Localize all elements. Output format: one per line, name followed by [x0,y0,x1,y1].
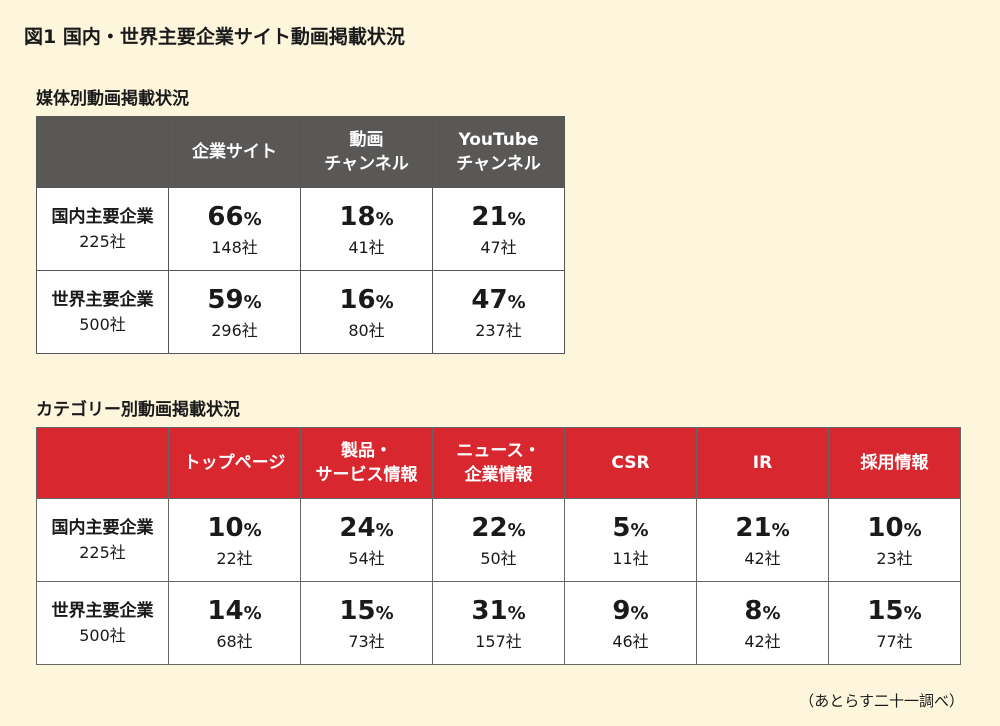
percent-unit: % [375,519,394,541]
company-count: 42社 [744,548,781,568]
percent-value: 10 [207,512,244,543]
percent-unit: % [630,519,649,541]
data-cell: 66% 148社 [168,187,301,271]
data-cell: 8% 42社 [696,581,829,665]
percent-unit: % [375,291,394,313]
company-count: 11社 [612,548,649,568]
row-label-domestic: 国内主要企業 225社 [36,498,169,582]
percent-unit: % [243,291,262,313]
data-cell: 16% 80社 [300,270,433,354]
data-cell: 9% 46社 [564,581,697,665]
header-csr: CSR [564,427,697,499]
data-cell: 47% 237社 [432,270,565,354]
table-row: 国内主要企業 225社 66% 148社 18% 41社 21% 47社 [36,187,565,271]
row-label-domestic: 国内主要企業 225社 [36,187,169,271]
company-count: 22社 [216,548,253,568]
media-table: 企業サイト 動画 チャンネル YouTube チャンネル 国内主要企業 225社… [36,116,565,354]
data-cell: 5% 11社 [564,498,697,582]
header-products-services: 製品・ サービス情報 [300,427,433,499]
data-cell: 21% 47社 [432,187,565,271]
corner-cell [36,427,169,499]
percent-unit: % [243,208,262,230]
percent-value: 15 [339,595,376,626]
category-table: トップページ 製品・ サービス情報 ニュース・ 企業情報 CSR IR 採用情報 [36,427,961,665]
company-count: 296社 [211,320,258,340]
data-cell: 59% 296社 [168,270,301,354]
percent-unit: % [375,602,394,624]
header-ir: IR [696,427,829,499]
company-count: 68社 [216,631,253,651]
percent-value: 9 [612,595,631,626]
company-count: 77社 [876,631,913,651]
data-cell: 22% 50社 [432,498,565,582]
percent-value: 21 [471,201,508,232]
percent-unit: % [243,519,262,541]
percent-unit: % [630,602,649,624]
percent-value: 18 [339,201,376,232]
data-cell: 18% 41社 [300,187,433,271]
figure-title: 図1 国内・世界主要企業サイト動画掲載状況 [24,26,405,48]
percent-unit: % [771,519,790,541]
percent-value: 31 [471,595,508,626]
percent-value: 15 [867,595,904,626]
table-row: 世界主要企業 500社 14% 68社 15% 73社 31% 157社 9% … [36,581,961,665]
row-label-global: 世界主要企業 500社 [36,270,169,354]
company-count: 148社 [211,237,258,257]
company-count: 157社 [475,631,522,651]
section-title-category: カテゴリー別動画掲載状況 [36,400,240,420]
company-count: 41社 [348,237,385,257]
table-row: 世界主要企業 500社 59% 296社 16% 80社 47% 237社 [36,270,565,354]
percent-value: 8 [744,595,763,626]
header-top-page: トップページ [168,427,301,499]
header-youtube-channel: YouTube チャンネル [432,116,565,188]
header-news-corporate: ニュース・ 企業情報 [432,427,565,499]
header-video-channel: 動画 チャンネル [300,116,433,188]
percent-unit: % [507,291,526,313]
company-count: 50社 [480,548,517,568]
data-cell: 15% 73社 [300,581,433,665]
percent-value: 5 [612,512,631,543]
percent-value: 59 [207,284,244,315]
data-cell: 15% 77社 [828,581,961,665]
percent-value: 10 [867,512,904,543]
table-row: 国内主要企業 225社 10% 22社 24% 54社 22% 50社 5% 1… [36,498,961,582]
header-recruiting: 採用情報 [828,427,961,499]
percent-value: 14 [207,595,244,626]
company-count: 73社 [348,631,385,651]
percent-unit: % [243,602,262,624]
percent-unit: % [507,519,526,541]
data-cell: 21% 42社 [696,498,829,582]
data-cell: 10% 22社 [168,498,301,582]
percent-unit: % [903,602,922,624]
data-cell: 14% 68社 [168,581,301,665]
row-label-global: 世界主要企業 500社 [36,581,169,665]
percent-value: 22 [471,512,508,543]
company-count: 54社 [348,548,385,568]
percent-unit: % [507,208,526,230]
company-count: 47社 [480,237,517,257]
percent-value: 21 [735,512,772,543]
percent-unit: % [375,208,394,230]
data-cell: 24% 54社 [300,498,433,582]
percent-value: 47 [471,284,508,315]
data-cell: 31% 157社 [432,581,565,665]
data-cell: 10% 23社 [828,498,961,582]
company-count: 23社 [876,548,913,568]
percent-value: 66 [207,201,244,232]
section-title-media: 媒体別動画掲載状況 [36,89,189,109]
percent-unit: % [762,602,781,624]
header-company-site: 企業サイト [168,116,301,188]
company-count: 237社 [475,320,522,340]
percent-value: 24 [339,512,376,543]
company-count: 80社 [348,320,385,340]
source-note: （あとらす二十一調べ） [799,692,964,710]
company-count: 46社 [612,631,649,651]
percent-value: 16 [339,284,376,315]
percent-unit: % [507,602,526,624]
company-count: 42社 [744,631,781,651]
percent-unit: % [903,519,922,541]
corner-cell [36,116,169,188]
